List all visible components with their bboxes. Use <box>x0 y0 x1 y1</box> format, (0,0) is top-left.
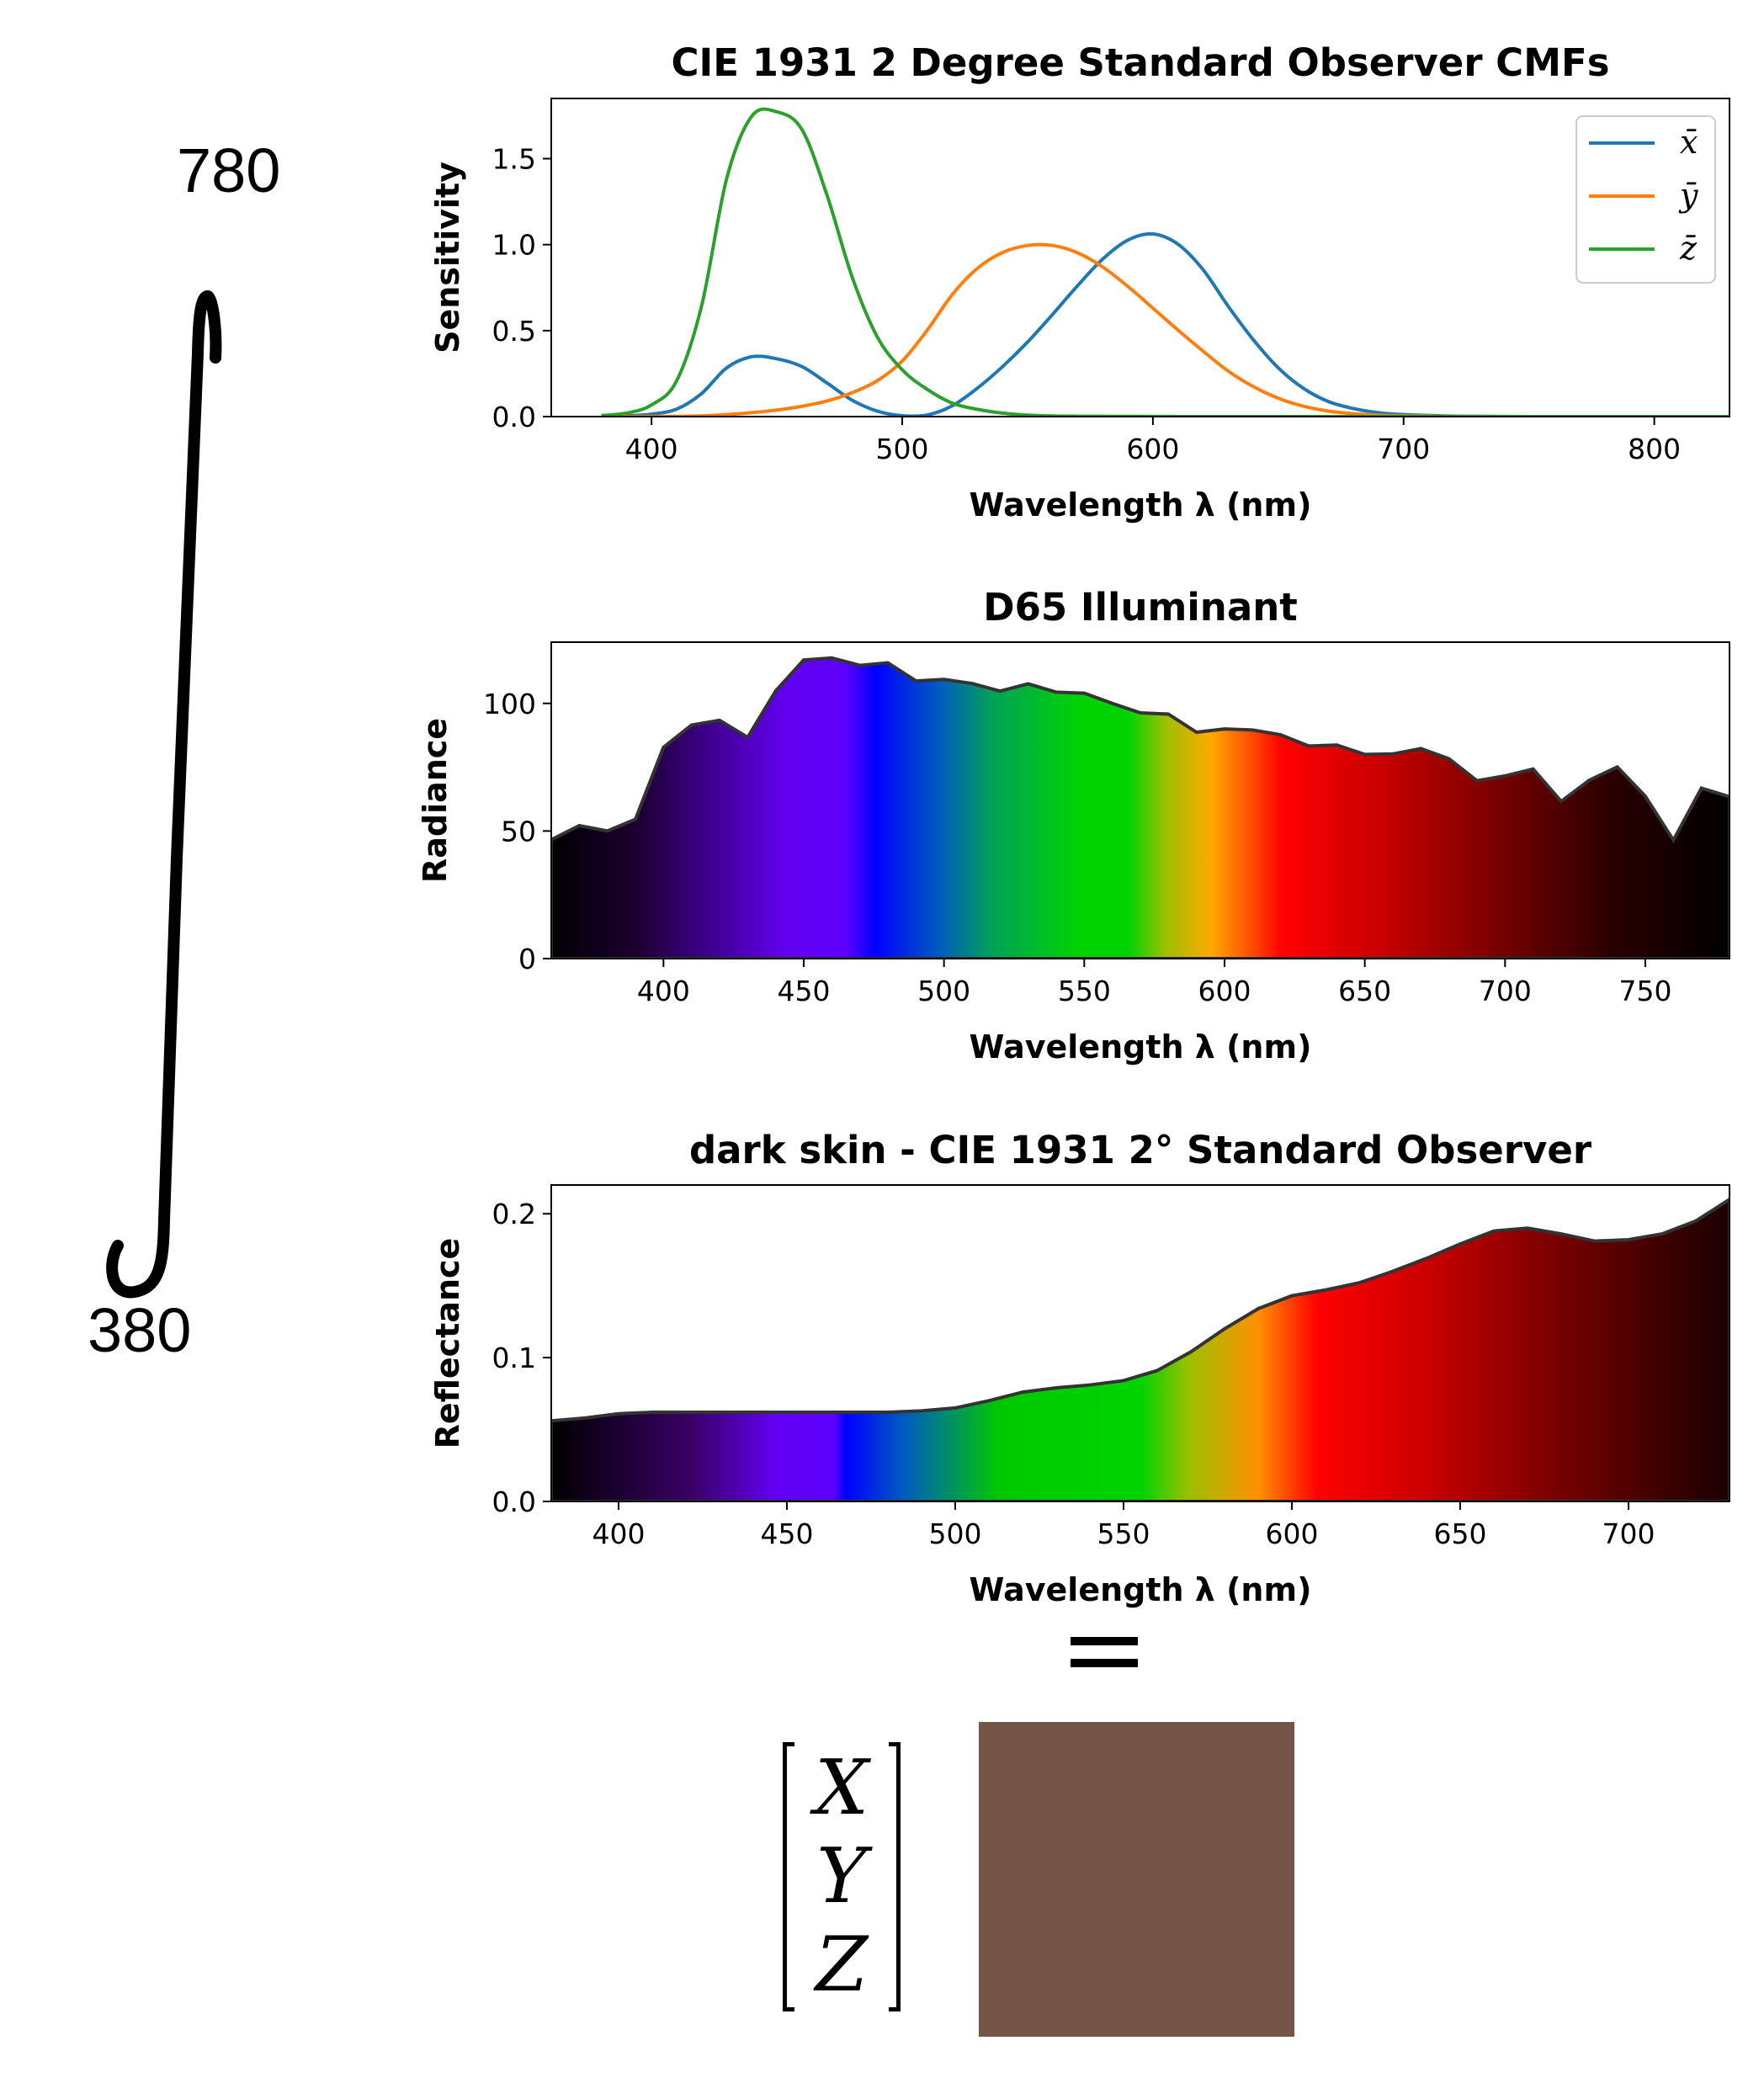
wavelength-min-label: 380 <box>88 1295 192 1365</box>
reflectance-y-tick-label: 0.2 <box>492 1198 536 1230</box>
cmf-line-z-bar <box>601 107 1729 417</box>
d65-x-tick-label: 450 <box>778 975 831 1007</box>
d65-x-tick-label: 750 <box>1619 975 1672 1007</box>
cmf-chart-title: CIE 1931 2 Degree Standard Observer CMFs <box>671 40 1609 85</box>
cmf-y-tick-label: 1.0 <box>492 229 536 262</box>
d65-x-tick-label: 600 <box>1198 975 1251 1007</box>
cmf-chart: CIE 1931 2 Degree Standard Observer CMFs… <box>429 40 1730 523</box>
equals-bar-top <box>1071 1637 1138 1645</box>
reflectance-y-tick-label: 0.1 <box>492 1342 536 1374</box>
reflectance-y-tick-label: 0.0 <box>492 1485 536 1518</box>
reflectance-x-tick-label: 650 <box>1434 1517 1487 1550</box>
color-swatch <box>979 1722 1294 2037</box>
cmf-x-tick-label: 500 <box>876 433 929 465</box>
reflectance-x-tick-label: 400 <box>592 1517 646 1550</box>
reflectance-chart: dark skin - CIE 1931 2° Standard Observe… <box>429 1128 1730 1608</box>
reflectance-x-tick-label: 600 <box>1266 1517 1319 1550</box>
d65-y-tick-label: 100 <box>483 688 536 720</box>
d65-y-tick-label: 50 <box>501 815 536 848</box>
d65-axes: 400 450 500 550 600 650 700 750 0 50 100 <box>483 688 1672 1007</box>
cmf-legend-box <box>1575 115 1716 284</box>
equals-bar-bottom <box>1071 1659 1138 1667</box>
reflectance-y-axis-label: Reflectance <box>429 1238 466 1449</box>
cmf-y-tick-label: 1.5 <box>492 143 536 176</box>
d65-x-tick-label: 500 <box>917 975 970 1007</box>
legend-label-y-bar: ȳ <box>1678 177 1698 214</box>
matrix-right-bracket <box>889 1742 901 2011</box>
cmf-x-axis-label: Wavelength λ (nm) <box>970 486 1312 523</box>
d65-x-tick-label: 650 <box>1338 975 1391 1007</box>
wavelength-arrow-icon <box>106 290 222 1299</box>
cmf-x-tick-label: 800 <box>1628 433 1681 465</box>
d65-x-tick-label: 700 <box>1479 975 1532 1007</box>
reflectance-spectrum-area <box>551 1197 1729 1501</box>
reflectance-chart-title: dark skin - CIE 1931 2° Standard Observe… <box>689 1128 1592 1172</box>
d65-x-axis-label: Wavelength λ (nm) <box>970 1028 1312 1065</box>
d65-spectrum-area <box>551 656 1729 959</box>
d65-plot-frame <box>550 641 1730 959</box>
cmf-x-tick-label: 700 <box>1377 433 1430 465</box>
cmf-y-tick-label: 0.0 <box>492 401 536 433</box>
legend-label-z-bar: z̄ <box>1679 230 1698 267</box>
d65-y-axis-label: Radiance <box>417 718 454 883</box>
reflectance-x-tick-label: 500 <box>929 1517 982 1550</box>
reflectance-axes: 400 450 500 550 600 650 700 0.0 0.1 0.2 <box>492 1198 1655 1550</box>
cmf-x-tick-label: 400 <box>625 433 678 465</box>
matrix-left-bracket <box>783 1742 794 2011</box>
reflectance-x-tick-label: 700 <box>1602 1517 1655 1550</box>
xyz-matrix: X Y Z <box>783 1742 901 2020</box>
reflectance-x-tick-label: 550 <box>1097 1517 1150 1550</box>
reflectance-plot-frame <box>550 1184 1730 1502</box>
matrix-entry-x: X <box>814 1744 869 1832</box>
cmf-plot-frame <box>550 98 1730 417</box>
cmf-y-tick-label: 0.5 <box>492 315 536 348</box>
cmf-y-axis-label: Sensitivity <box>429 162 466 353</box>
matrix-entry-z: Z <box>815 1921 869 2009</box>
equals-sign <box>1071 1637 1138 1671</box>
cmf-x-tick-label: 600 <box>1126 433 1179 465</box>
matrix-entry-y: Y <box>816 1832 867 1921</box>
cmf-legend: x̄ ȳ z̄ <box>1575 115 1716 284</box>
d65-x-tick-label: 550 <box>1058 975 1111 1007</box>
cmf-line-y-bar <box>601 242 1729 417</box>
d65-chart: D65 Illuminant 400 450 500 550 600 650 700 750 0… <box>417 585 1730 1065</box>
wavelength-max-label: 780 <box>177 136 281 205</box>
d65-x-tick-label: 400 <box>637 975 690 1007</box>
legend-label-x-bar: x̄ <box>1680 124 1698 161</box>
reflectance-x-tick-label: 450 <box>761 1517 814 1550</box>
cmf-line-x-bar <box>601 231 1729 417</box>
d65-y-tick-label: 0 <box>518 943 536 975</box>
cmf-axes: 400 500 600 700 800 0.0 0.5 1.0 1.5 <box>492 143 1682 465</box>
reflectance-x-axis-label: Wavelength λ (nm) <box>970 1571 1312 1608</box>
cmf-series-group <box>601 107 1729 417</box>
d65-chart-title: D65 Illuminant <box>983 585 1298 630</box>
